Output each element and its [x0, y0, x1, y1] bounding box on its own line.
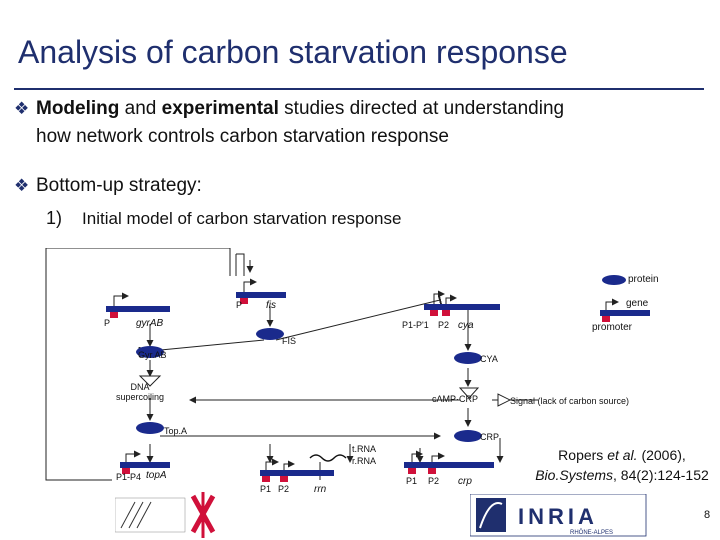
legend-gene-icon: [600, 310, 650, 316]
sub-bullet-number: 1): [46, 208, 63, 228]
gene-fis: [236, 278, 286, 304]
promoter-label-rrn-1: P1: [260, 484, 271, 494]
dna-label-line-1: DNA: [130, 382, 149, 392]
legend-promoter-label: promoter: [592, 322, 633, 333]
slide-title: Analysis of carbon starvation response: [18, 34, 568, 70]
promoter-label-gyrab: P: [104, 318, 110, 328]
title-divider: [14, 88, 704, 90]
promoter-label-cya-1: P1-P'1: [402, 320, 429, 330]
signal-label: Signal (lack of carbon source): [510, 396, 629, 406]
legend-promoter-arrow-icon: [605, 298, 619, 310]
inria-logo-text: INRIA: [518, 504, 598, 529]
protein-label-crp: CRP: [480, 432, 499, 442]
protein-topa: [136, 422, 164, 434]
bullet-1-bold-experimental: experimental: [161, 98, 279, 119]
protein-crp: [454, 430, 482, 442]
promoter-label-fis: P: [236, 300, 242, 310]
trna-label: t.RNA: [352, 444, 376, 454]
ujf-logo: [115, 492, 216, 538]
bullet-1-bold-modeling: Modeling: [36, 98, 120, 119]
gene-label-gyrab: gyrAB: [136, 318, 164, 329]
diamond-bullet-icon: ❖: [14, 99, 30, 118]
bullet-1: ❖ Modeling and experimental studies direc…: [14, 96, 564, 122]
legend-protein-icon: [602, 275, 626, 285]
promoter-label-crp-2: P2: [428, 476, 439, 486]
sub-bullet: 1) Initial model of carbon starvation re…: [46, 208, 401, 229]
diamond-bullet-icon: ❖: [14, 176, 30, 195]
citation-authors: Ropers: [558, 447, 608, 463]
network-edges: [45, 248, 538, 481]
bullet-1-line-2: how network controls carbon starvation r…: [36, 126, 449, 147]
gene-label-crp: crp: [458, 476, 472, 487]
promoter-label-cya-2: P2: [438, 320, 449, 330]
protein-cya: [454, 352, 482, 364]
edge-fis-feedback-2: [236, 253, 245, 276]
node-camp-crp-icon: [458, 387, 480, 399]
node-dna-supercoiling-icon: [138, 375, 162, 387]
gene-cya: [424, 290, 500, 316]
citation-year: (2006),: [637, 447, 686, 463]
edge-top-to-fis: [46, 248, 231, 276]
gene-crp: [404, 450, 494, 474]
gene-rrn: [260, 458, 334, 482]
citation-journal: Bio.Systems: [535, 467, 614, 483]
protein-gyrab: [136, 346, 164, 358]
citation-ref: , 84(2):124-152: [613, 467, 709, 483]
bullet-2: ❖ Bottom-up strategy:: [14, 173, 202, 199]
inria-logo-subtext: RHÔNE-ALPES: [570, 529, 613, 536]
legend-protein-label: protein: [628, 274, 659, 285]
regulatory-network-diagram: P gyrAB P fis P1-P'1 P2 cya P1-P4 topA P…: [45, 248, 659, 494]
sub-bullet-text: Initial model of carbon starvation respo…: [82, 209, 402, 228]
citation-etal: et al.: [607, 447, 638, 463]
gene-label-fis: fis: [266, 300, 276, 311]
inria-logo: INRIA RHÔNE-ALPES: [470, 494, 647, 537]
gene-label-rrn: rrn: [314, 484, 327, 494]
edge-fis-to-cya: [275, 294, 443, 341]
promoter-label-crp-1: P1: [406, 476, 417, 486]
rna-squiggle-icon: [309, 454, 347, 462]
citation: Ropers et al. (2006), Bio.Systems, 84(2)…: [532, 445, 712, 485]
bullet-1-rest: studies directed at understanding: [278, 98, 565, 119]
rrna-label: r.RNA: [352, 456, 376, 466]
gene-topa: [120, 450, 170, 474]
protein-label-gyrab: Gyr.AB: [138, 350, 167, 360]
protein-label-camp-crp: cAMP·CRP: [432, 394, 478, 404]
bullet-1-mid: and: [119, 98, 162, 119]
gene-label-cya: cya: [458, 320, 474, 331]
protein-fis: [256, 328, 284, 340]
legend-promoter-icon: [602, 316, 610, 322]
protein-label-cya: CYA: [480, 354, 498, 364]
protein-label-fis: FIS: [282, 336, 296, 346]
bullet-2-text: Bottom-up strategy:: [36, 175, 202, 196]
promoter-label-rrn-2: P2: [278, 484, 289, 494]
gene-gyrab: [106, 292, 170, 318]
protein-label-topa: Top.A: [164, 426, 187, 436]
gene-label-topa: topA: [146, 470, 167, 481]
signal-arrowhead-icon: [497, 393, 512, 407]
edge-left-border: [45, 248, 112, 481]
legend-gene-label: gene: [626, 298, 649, 309]
page-number: 8: [704, 509, 711, 521]
promoter-label-topa: P1-P4: [116, 472, 141, 482]
dna-label-line-2: supercoiling: [116, 392, 164, 402]
